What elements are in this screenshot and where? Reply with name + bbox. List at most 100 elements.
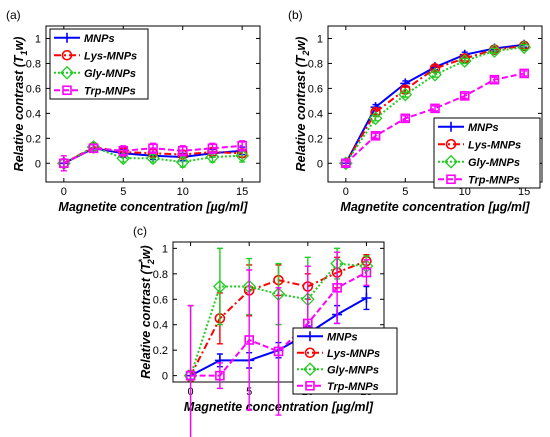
- data-point: [400, 113, 411, 124]
- panel-0: (a) 0 5 10 15 0 0.2 0.4 0.6 0.8 1 Magnetite concent…: [6, 8, 261, 214]
- y-axis-label: Relative contrast (T*2w): [137, 245, 156, 378]
- y-tick-label: 0.8: [308, 58, 323, 70]
- legend: MNPs Lys-MNPs Gly-MNPs Trp-MNPs: [49, 28, 149, 100]
- legend: MNPs Lys-MNPs Gly-MNPs Trp-MNPs: [292, 327, 398, 395]
- data-point: [244, 335, 254, 345]
- x-tick-label: 15: [236, 186, 248, 198]
- y-tick-label: 0.2: [308, 133, 323, 145]
- y-tick-label: 0.2: [26, 133, 41, 145]
- x-tick-label: 10: [177, 186, 189, 198]
- y-axis-label-end: w): [294, 37, 308, 51]
- series-Trp-MNPs: [59, 140, 247, 172]
- y-tick-label: 1: [162, 243, 168, 255]
- legend-marker: [62, 85, 72, 96]
- data-point: [332, 283, 342, 293]
- x-tick-label: 0: [61, 186, 67, 198]
- data-point: [207, 143, 218, 154]
- y-tick-label: 0: [162, 371, 168, 383]
- x-tick-label: 5: [402, 186, 408, 198]
- legend-marker: [304, 347, 316, 359]
- legend-label: Gly-MNPs: [468, 157, 520, 169]
- data-point: [215, 370, 225, 381]
- data-point: [116, 151, 131, 166]
- data-point: [428, 67, 442, 82]
- error-bar: [275, 287, 282, 416]
- x-tick-label: 10: [459, 186, 471, 198]
- x-tick-label: 15: [518, 186, 530, 198]
- y-tick-label: 0.4: [153, 320, 168, 332]
- data-point: [519, 68, 529, 79]
- legend-marker: [446, 121, 456, 132]
- data-point: [148, 143, 158, 154]
- legend-marker: [303, 362, 317, 377]
- y-axis-label-sub: 2: [146, 259, 156, 265]
- y-axis-label-sub: 2: [301, 50, 311, 56]
- y-tick-label: 0.6: [153, 294, 168, 306]
- y-axis-label-main: Relative contrast (T: [139, 261, 153, 378]
- data-point: [398, 87, 413, 102]
- y-tick-label: 0.6: [26, 83, 41, 95]
- y-tick-label: 0.8: [26, 58, 41, 70]
- data-point: [205, 150, 220, 164]
- y-tick-label: 0.2: [153, 345, 168, 357]
- legend-label: Lys-MNPs: [468, 139, 521, 151]
- data-point: [185, 370, 196, 381]
- y-axis-label-end: w): [139, 245, 153, 259]
- y-tick-label: 1: [317, 33, 323, 45]
- data-point: [146, 151, 160, 166]
- data-point: [430, 103, 440, 114]
- x-tick-label: 5: [120, 186, 126, 198]
- error-bar: [491, 47, 498, 55]
- legend-marker: [62, 32, 72, 43]
- legend: MNPs Lys-MNPs Gly-MNPs Trp-MNPs: [433, 117, 541, 189]
- series-line: [345, 72, 525, 165]
- y-axis-label-sub: 1: [19, 50, 29, 55]
- data-point: [368, 111, 383, 126]
- legend-marker: [445, 138, 457, 150]
- series-line: [344, 46, 525, 164]
- legend-label: MNPs: [327, 331, 358, 343]
- series-line: [63, 144, 243, 165]
- data-point: [118, 146, 129, 156]
- legend-label: MNPs: [84, 33, 115, 45]
- panel-1: (b) 0 5 10 15 0 0.2 0.4 0.6 0.8 1 Magnetite concent…: [288, 8, 543, 214]
- y-axis-label: Relative contrast (T1w): [12, 37, 29, 172]
- series-line: [190, 271, 367, 377]
- x-axis-label: Magnetite concentration [µg/ml]: [340, 200, 530, 214]
- legend-marker: [444, 154, 458, 169]
- y-axis-label-end: w): [12, 37, 26, 51]
- legend-label: Trp-MNPs: [468, 174, 520, 186]
- y-tick-label: 0: [317, 158, 323, 170]
- panel-label: (c): [133, 224, 147, 238]
- data-point: [517, 40, 532, 55]
- y-axis-label-main: Relative contrast (T: [12, 54, 26, 171]
- data-point: [59, 158, 69, 169]
- legend-marker: [61, 49, 73, 61]
- data-point: [237, 141, 247, 151]
- legend-label: Trp-MNPs: [84, 85, 136, 97]
- legend-label: Gly-MNPs: [327, 364, 379, 376]
- error-bar: [187, 304, 194, 437]
- data-point: [273, 346, 284, 357]
- y-tick-label: 0.6: [308, 83, 323, 95]
- data-point: [88, 143, 99, 154]
- y-tick-label: 0.4: [26, 108, 41, 120]
- data-point: [175, 155, 190, 169]
- y-tick-label: 0: [35, 158, 41, 170]
- x-tick-label: 0: [343, 186, 349, 198]
- legend-label: Gly-MNPs: [84, 68, 136, 80]
- data-point: [370, 131, 381, 141]
- data-point: [341, 158, 351, 169]
- data-point: [212, 279, 227, 294]
- y-tick-label: 1: [35, 33, 41, 45]
- x-axis-label: Magnetite concentration [µg/ml]: [58, 200, 248, 214]
- data-point: [235, 148, 250, 163]
- y-axis-label-sup: *: [137, 259, 147, 263]
- data-point: [303, 318, 313, 329]
- legend-marker: [446, 174, 456, 185]
- y-axis-label: Relative contrast (T2w): [294, 37, 311, 172]
- legend-label: MNPs: [468, 122, 499, 134]
- data-point: [457, 54, 472, 68]
